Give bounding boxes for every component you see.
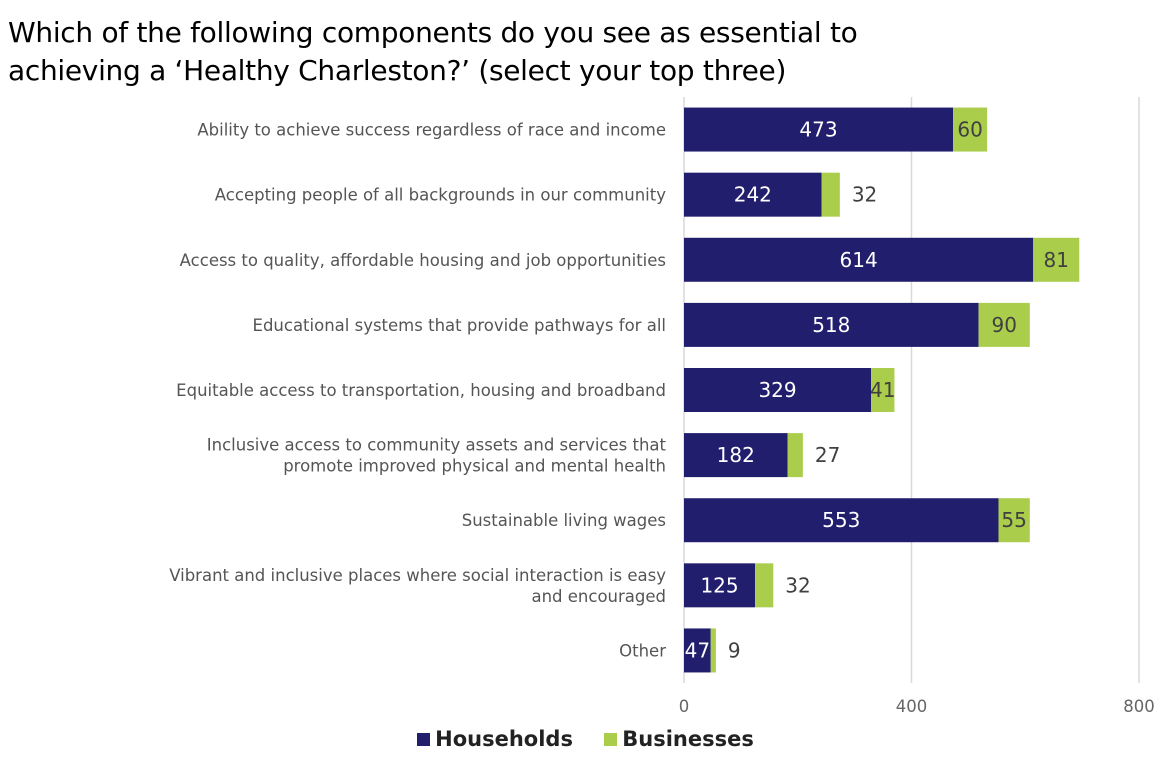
category-label: Accepting people of all backgrounds in o… bbox=[215, 186, 666, 205]
bar-households bbox=[684, 302, 979, 347]
chart-title: Which of the following components do you… bbox=[8, 14, 858, 90]
data-label: 182 bbox=[717, 443, 755, 467]
bar-households bbox=[684, 498, 999, 543]
bar-businesses bbox=[755, 563, 774, 608]
category-label: Educational systems that provide pathway… bbox=[253, 316, 666, 335]
bar-businesses bbox=[821, 172, 840, 217]
data-label: 614 bbox=[840, 248, 878, 272]
bar-households bbox=[684, 563, 756, 608]
category-label: and encouraged bbox=[531, 587, 666, 606]
category-label: Vibrant and inclusive places where socia… bbox=[169, 566, 666, 585]
data-label: 60 bbox=[957, 118, 982, 142]
category-label: promote improved physical and mental hea… bbox=[283, 457, 666, 476]
data-label: 553 bbox=[822, 508, 860, 532]
bar-businesses bbox=[953, 107, 988, 152]
category-label: Sustainable living wages bbox=[462, 511, 666, 530]
x-tick-label: 0 bbox=[679, 697, 690, 716]
bar-businesses bbox=[710, 628, 716, 673]
category-label: Access to quality, affordable housing an… bbox=[180, 251, 666, 270]
data-label: 329 bbox=[758, 378, 796, 402]
bar-households bbox=[684, 172, 822, 217]
bar-businesses bbox=[1033, 237, 1080, 282]
category-label: Equitable access to transportation, hous… bbox=[176, 381, 666, 400]
data-label: 32 bbox=[852, 183, 877, 207]
data-label: 125 bbox=[700, 573, 738, 597]
data-label: 473 bbox=[799, 118, 837, 142]
data-label: 27 bbox=[815, 443, 840, 467]
legend-swatch-businesses bbox=[604, 733, 618, 746]
data-label: 47 bbox=[685, 638, 710, 662]
data-label: 32 bbox=[785, 573, 810, 597]
bar-households bbox=[684, 628, 711, 673]
data-label: 90 bbox=[991, 313, 1016, 337]
data-label: 518 bbox=[812, 313, 850, 337]
legend-item-businesses: Businesses bbox=[604, 727, 754, 751]
category-label: Ability to achieve success regardless of… bbox=[197, 121, 666, 140]
data-label: 55 bbox=[1001, 508, 1026, 532]
category-label: Other bbox=[619, 641, 666, 660]
title-line-1: Which of the following components do you… bbox=[8, 16, 858, 49]
data-label: 41 bbox=[870, 378, 895, 402]
x-tick-label: 400 bbox=[896, 697, 928, 716]
data-label: 81 bbox=[1044, 248, 1069, 272]
title-line-2: achieving a ‘Healthy Charleston?’ (selec… bbox=[8, 54, 787, 87]
legend-label: Businesses bbox=[622, 727, 754, 751]
legend-item-households: Households bbox=[417, 727, 573, 751]
bar-households bbox=[684, 368, 872, 412]
bar-businesses bbox=[998, 498, 1030, 543]
x-tick-label: 800 bbox=[1123, 697, 1155, 716]
bar-households bbox=[684, 433, 788, 478]
category-label: Inclusive access to community assets and… bbox=[207, 436, 667, 455]
bar-households bbox=[684, 107, 954, 152]
legend: Households Businesses bbox=[0, 727, 1171, 751]
legend-swatch-households bbox=[417, 733, 431, 746]
data-label: 9 bbox=[728, 638, 741, 662]
legend-label: Households bbox=[435, 727, 573, 751]
data-label: 242 bbox=[734, 183, 772, 207]
bar-households bbox=[684, 237, 1034, 282]
bar-businesses bbox=[871, 368, 895, 412]
bar-businesses bbox=[978, 302, 1030, 347]
bar-businesses bbox=[787, 433, 803, 478]
